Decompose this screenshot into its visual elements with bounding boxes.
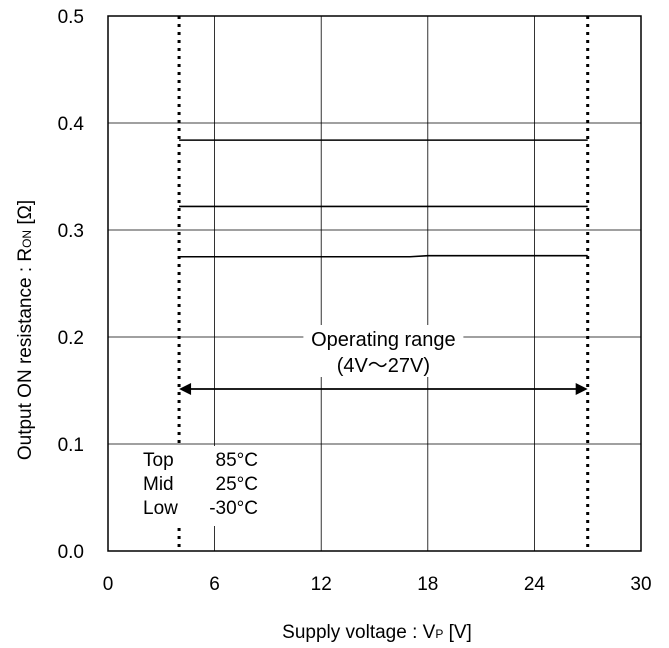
y-tick-label: 0.1 [58, 435, 84, 456]
x-axis-label: Supply voltage : VP [V] [282, 622, 472, 643]
range-arrow-right-head [575, 383, 588, 395]
x-tick-label: 0 [103, 574, 114, 595]
x-tick-label: 30 [630, 574, 651, 595]
operating-range: Operating range (4V～27V) [177, 16, 590, 551]
y-tick-label: 0.4 [58, 114, 85, 135]
x-tick-label: 6 [209, 574, 220, 595]
legend-entry-value: 85°C [216, 450, 258, 471]
legend-background [137, 446, 263, 526]
range-arrow-left-head [179, 383, 192, 395]
plot-frame [107, 15, 642, 552]
y-tick-label: 0.3 [58, 221, 84, 242]
x-tick-label: 18 [417, 574, 438, 595]
x-tick-label: 12 [311, 574, 332, 595]
legend-entry-value: 25°C [216, 474, 258, 495]
legend-entry-name: Mid [143, 474, 174, 495]
range-label: Operating range [311, 329, 456, 351]
y-tick-label: 0.5 [58, 7, 84, 28]
y-axis-label: Output ON resistance : RON [Ω] [15, 200, 36, 460]
y-tick-label: 0.2 [58, 328, 84, 349]
range-sublabel: (4V～27V) [337, 355, 430, 377]
x-tick-label: 24 [524, 574, 546, 595]
legend-entry-name: Top [143, 450, 174, 471]
range-label-background [303, 325, 464, 377]
series-line-3 [179, 254, 588, 258]
tick-labels: 0 6 12 18 24 30 0.0 0.1 0.2 0.3 0.4 0.5 [58, 7, 652, 595]
legend: Top 85°C Mid 25°C Low -30°C [137, 446, 263, 526]
series-group [179, 139, 588, 258]
y-tick-label: 0.0 [58, 542, 84, 563]
legend-entry-name: Low [143, 498, 178, 519]
legend-entry-value: -30°C [209, 498, 258, 519]
